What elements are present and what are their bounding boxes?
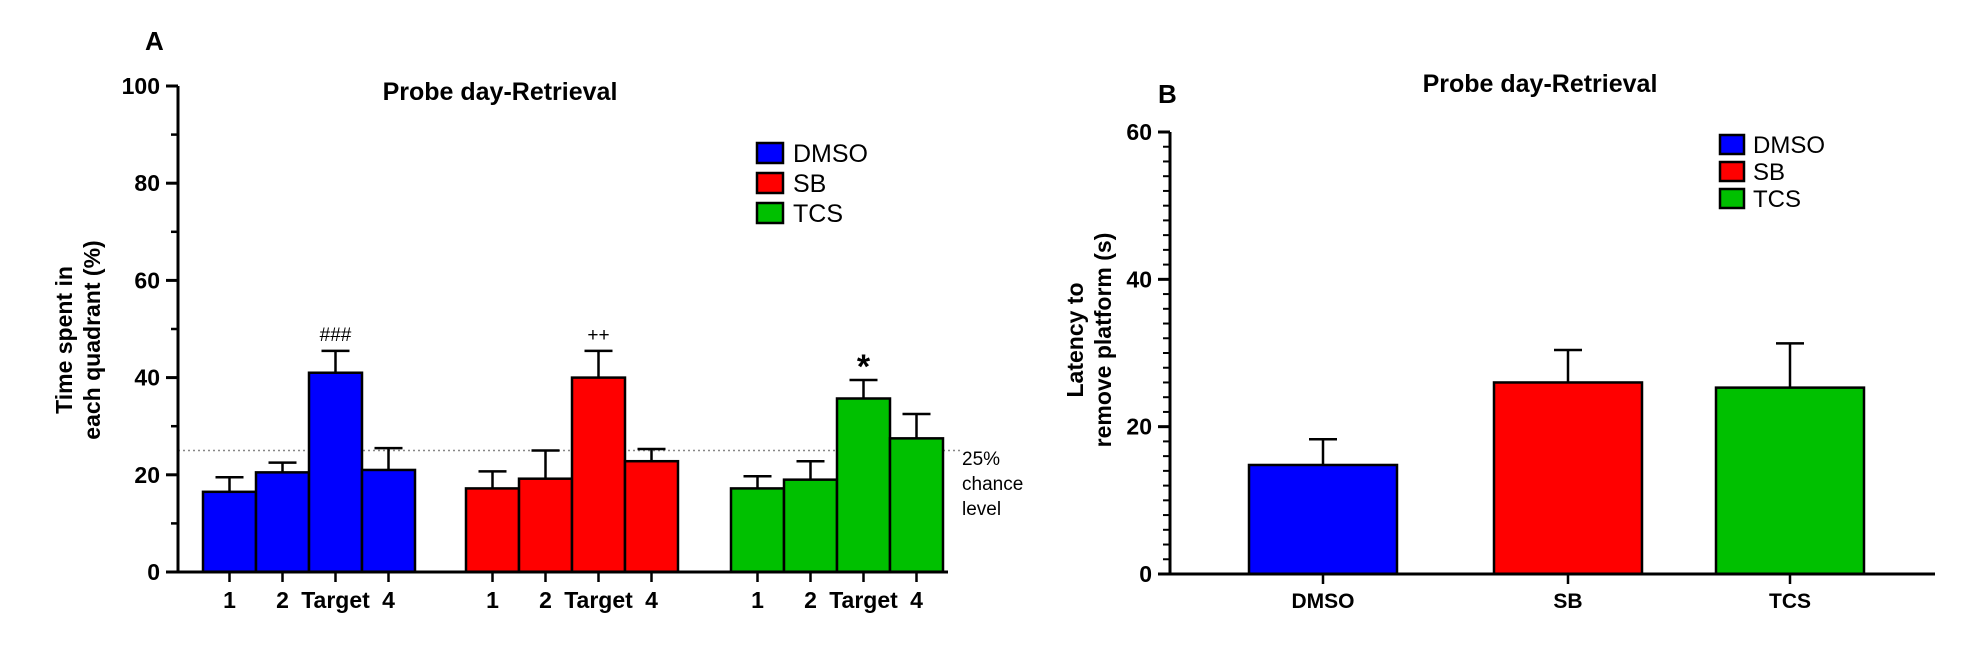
chart-b-title: Probe day-Retrieval — [1423, 70, 1658, 98]
significance-marker: ++ — [587, 325, 609, 346]
chart-b-ylabel-line2: remove platform (s) — [1090, 233, 1116, 448]
significance-marker: ### — [320, 325, 352, 346]
tick-label-x: SB — [1553, 590, 1582, 613]
legend-label-sb: SB — [1753, 159, 1785, 186]
legend-swatch-tcs — [1718, 187, 1746, 210]
bar-tcs — [835, 397, 892, 574]
legend-label-tcs: TCS — [793, 200, 843, 228]
chart-b: Probe day-Retrieval Latency to remove pl… — [1062, 70, 1935, 613]
legend-swatch-dmso — [755, 141, 785, 165]
tick-label-y: 100 — [122, 73, 160, 99]
bar-sb — [464, 487, 521, 574]
legend-swatch-sb — [755, 171, 785, 195]
legend-label-dmso: DMSO — [1753, 132, 1825, 159]
bar-tcs — [729, 487, 786, 574]
tick-label-y: 80 — [134, 170, 160, 196]
tick-label-x: TCS — [1769, 590, 1811, 613]
tick-label-x: 2 — [276, 587, 289, 613]
tick-label-y: 40 — [134, 365, 160, 391]
tick-label-y: 20 — [134, 462, 160, 488]
bar-tcs — [1714, 386, 1866, 576]
tick-label-y: 20 — [1126, 414, 1152, 440]
chart-b-ylabel-line1: Latency to — [1062, 282, 1088, 397]
tick-label-x: 4 — [382, 587, 395, 613]
bar-sb — [570, 376, 627, 574]
chart-a: Probe day-Retrieval Time spent in each q… — [51, 73, 1023, 613]
tick-label-y: 0 — [1139, 561, 1152, 587]
tick-label-y: 60 — [134, 267, 160, 293]
legend-label-sb: SB — [793, 170, 826, 198]
significance-marker: * — [857, 348, 871, 386]
tick-label-x: Target — [564, 587, 633, 613]
legend-swatch-sb — [1718, 160, 1746, 183]
tick-label-x: Target — [829, 587, 898, 613]
bar-tcs — [888, 437, 945, 574]
chart-a-ylabel-line2: each quadrant (%) — [79, 240, 105, 439]
bar-sb — [1492, 381, 1644, 576]
bar-sb — [623, 459, 680, 574]
chance-level-label-line: 25% — [962, 449, 1000, 470]
bar-tcs — [782, 478, 839, 574]
bar-sb — [517, 477, 574, 574]
legend-swatch-tcs — [755, 201, 785, 225]
tick-label-x: 1 — [486, 587, 499, 613]
tick-label-x: 2 — [539, 587, 552, 613]
tick-label-x: 4 — [645, 587, 658, 613]
tick-label-x: 2 — [804, 587, 817, 613]
legend-swatch-dmso — [1718, 133, 1746, 156]
tick-label-y: 40 — [1126, 266, 1152, 292]
bar-dmso — [254, 471, 311, 574]
tick-label-x: 1 — [751, 587, 764, 613]
legend-label-dmso: DMSO — [793, 140, 868, 168]
panel-label-b: B — [1158, 79, 1177, 109]
tick-label-x: 1 — [223, 587, 236, 613]
tick-label-x: 4 — [910, 587, 923, 613]
chance-level-label-line: level — [962, 499, 1001, 520]
panel-label-a: A — [145, 26, 164, 56]
tick-label-y: 0 — [147, 559, 160, 585]
chart-a-title: Probe day-Retrieval — [383, 78, 618, 106]
tick-label-x: DMSO — [1292, 590, 1355, 613]
chance-level-label-line: chance — [962, 474, 1023, 495]
bar-dmso — [360, 468, 417, 574]
bar-dmso — [1247, 463, 1399, 576]
bar-dmso — [307, 371, 364, 574]
tick-label-x: Target — [301, 587, 370, 613]
bar-dmso — [201, 490, 258, 574]
tick-label-y: 60 — [1126, 119, 1152, 145]
legend-label-tcs: TCS — [1753, 186, 1801, 213]
chart-a-ylabel-line1: Time spent in — [51, 266, 77, 414]
